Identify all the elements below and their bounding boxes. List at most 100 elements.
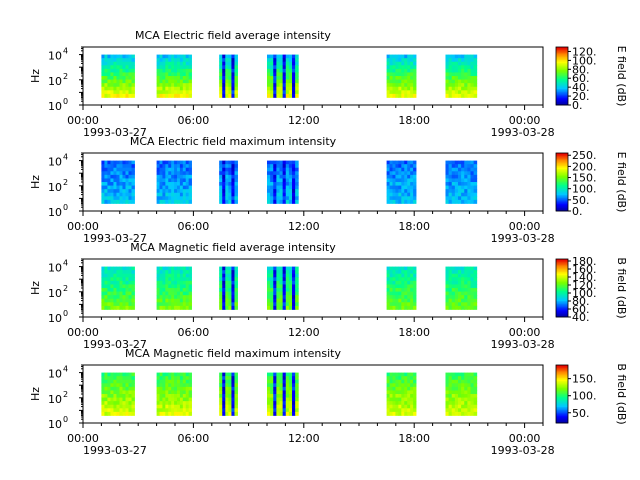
spectrogram-cell (104, 90, 108, 95)
spectrogram-cell (457, 192, 462, 197)
spectrogram-cell (228, 86, 232, 91)
spectrogram-cell (467, 266, 471, 271)
colorbar-tick-label: 100. (572, 54, 597, 67)
spectrogram-cell (165, 196, 169, 201)
spectrogram-cell (454, 167, 459, 172)
spectrogram-cell (168, 295, 172, 300)
spectrogram-cell (104, 372, 108, 377)
spectrogram-cell (131, 302, 135, 307)
spectrogram-cell (404, 68, 408, 73)
spectrogram-cell (285, 178, 290, 183)
spectrogram-cell (401, 379, 405, 384)
spectrogram-cell (168, 164, 172, 169)
spectrogram-cell (464, 394, 468, 398)
spectrogram-cell (156, 404, 160, 409)
spectrogram-block (386, 54, 417, 98)
spectrogram-cell (104, 266, 108, 271)
spectrogram-cell (467, 178, 471, 183)
spectrogram-cell (113, 185, 117, 190)
spectrogram-cell (282, 83, 287, 88)
colorbar-tick-label: 200. (572, 160, 597, 173)
spectrogram-cell (273, 397, 277, 402)
spectrogram-cell (219, 266, 223, 271)
spectrogram-cell (185, 397, 190, 402)
spectrogram-cell (219, 404, 223, 409)
spectrogram-cell (282, 383, 287, 388)
spectrogram-cell (116, 79, 120, 84)
spectrogram-cell (165, 397, 169, 402)
spectrogram-cell (176, 270, 181, 275)
spectrogram-cell (270, 288, 274, 292)
spectrogram-cell (125, 408, 129, 413)
spectrogram-cell (454, 295, 459, 300)
spectrogram-cell (156, 199, 160, 204)
spectrogram-cell (222, 305, 226, 310)
spectrogram-cell (174, 273, 178, 278)
spectrogram-cell (285, 199, 290, 204)
spectrogram-cell (392, 54, 396, 59)
spectrogram-cell (451, 192, 456, 197)
spectrogram-cell (188, 178, 192, 183)
spectrogram-cell (392, 291, 396, 296)
spectrogram-cell (270, 401, 274, 406)
spectrogram-cell (179, 273, 184, 278)
spectrogram-cell (162, 164, 166, 169)
spectrogram-cell (470, 394, 475, 398)
spectrogram-cell (131, 58, 135, 63)
spectrogram-cell (398, 61, 402, 66)
spectrogram-cell (128, 160, 132, 165)
spectrogram-cell (470, 383, 475, 388)
colorbar-swatch (556, 64, 568, 67)
spectrogram-cell (461, 298, 465, 303)
spectrogram-cell (270, 196, 274, 201)
spectrogram-cell (159, 394, 163, 398)
spectrogram-cell (279, 411, 284, 416)
spectrogram-cell (270, 305, 274, 310)
spectrogram-cell (225, 266, 229, 271)
spectrogram-cell (128, 199, 132, 204)
spectrogram-cell (128, 79, 132, 84)
spectrogram-cell (171, 54, 175, 59)
spectrogram-cell (168, 305, 172, 310)
spectrogram-cell (162, 295, 166, 300)
spectrogram-cell (159, 397, 163, 402)
spectrogram-cell (285, 383, 290, 388)
spectrogram-cell (470, 76, 475, 80)
spectrogram-cell (282, 270, 287, 275)
spectrogram-cell (185, 76, 190, 80)
spectrogram-cell (454, 54, 459, 59)
spectrogram-cell (279, 372, 284, 377)
spectrogram-cell (219, 196, 223, 201)
spectrogram-cell (228, 291, 232, 296)
spectrogram-cell (288, 90, 293, 95)
spectrogram-cell (473, 404, 478, 409)
spectrogram-cell (119, 160, 123, 165)
spectrogram-cell (407, 182, 411, 186)
spectrogram-cell (174, 167, 178, 172)
spectrogram-cell (457, 171, 462, 176)
spectrogram-cell (467, 72, 471, 77)
colorbar-swatch (556, 282, 568, 285)
spectrogram-cell (461, 65, 465, 70)
spectrogram-cell (231, 199, 235, 204)
spectrogram-cell (473, 273, 478, 278)
spectrogram-cell (185, 61, 190, 66)
spectrogram-cell (168, 288, 172, 292)
spectrogram-cell (386, 192, 390, 197)
spectrogram-cell (222, 76, 226, 80)
spectrogram-cell (276, 174, 280, 179)
spectrogram-cell (410, 266, 414, 271)
spectrogram-cell (231, 298, 235, 303)
colorbar-swatch (556, 71, 568, 74)
spectrogram-cell (404, 404, 408, 409)
spectrogram-cell (292, 288, 296, 292)
spectrogram-cell (445, 277, 450, 282)
spectrogram-cell (389, 401, 393, 406)
spectrogram-cell (292, 90, 296, 95)
colorbar-tick-label: 150. (572, 172, 597, 185)
spectrogram-cell (389, 174, 393, 179)
spectrogram-cell (101, 288, 105, 292)
colorbar-swatch (556, 203, 568, 206)
spectrogram-cell (282, 390, 287, 395)
spectrogram-cell (451, 266, 456, 271)
